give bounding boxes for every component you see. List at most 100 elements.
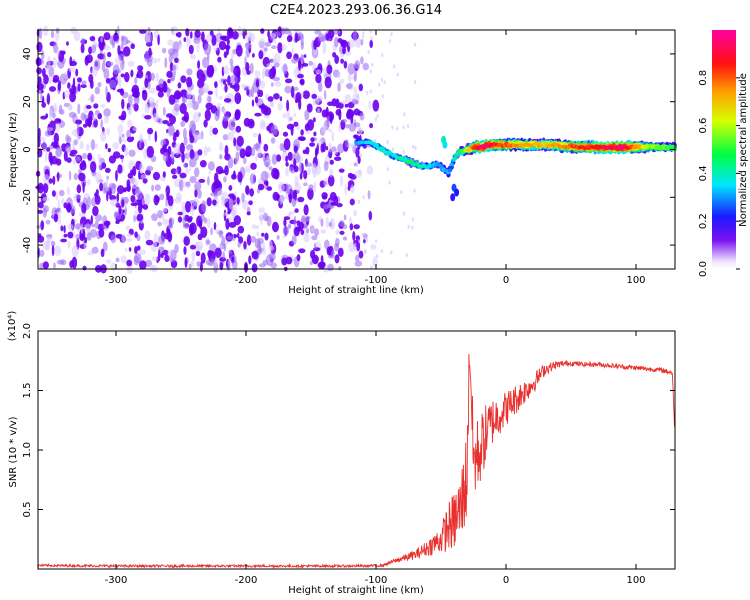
noise-blob bbox=[323, 161, 329, 172]
ridge-cell bbox=[452, 156, 457, 161]
noise-blob bbox=[186, 149, 190, 161]
noise-blob bbox=[275, 194, 280, 200]
x-tick-label: -200 bbox=[235, 275, 258, 286]
noise-blob bbox=[189, 157, 197, 168]
noise-blob bbox=[249, 32, 256, 42]
noise-blob bbox=[130, 43, 135, 50]
noise-blob bbox=[166, 191, 170, 201]
noise-blob bbox=[329, 159, 335, 165]
noise-blob bbox=[269, 240, 273, 251]
noise-blob bbox=[282, 234, 287, 239]
figure-title: C2E4.2023.293.06.36.G14 bbox=[270, 3, 442, 18]
noise-blob bbox=[183, 236, 190, 246]
noise-blob bbox=[308, 60, 314, 66]
noise-blob bbox=[386, 140, 389, 145]
noise-blob bbox=[164, 57, 168, 69]
x-tick-label: -100 bbox=[365, 275, 388, 286]
noise-blob bbox=[194, 181, 202, 191]
noise-blob bbox=[183, 246, 187, 255]
noise-blob bbox=[285, 161, 289, 167]
noise-blob bbox=[255, 155, 258, 161]
noise-blob bbox=[251, 224, 257, 229]
noise-blob bbox=[411, 225, 414, 230]
noise-blob bbox=[316, 107, 321, 114]
noise-blob bbox=[372, 256, 378, 268]
noise-blob bbox=[97, 153, 101, 162]
noise-blob bbox=[223, 176, 227, 183]
noise-blob bbox=[151, 213, 158, 222]
noise-blob bbox=[207, 250, 213, 258]
noise-blob bbox=[189, 54, 197, 60]
noise-blob bbox=[87, 196, 91, 208]
noise-blob bbox=[66, 202, 72, 213]
noise-blob bbox=[157, 210, 164, 219]
noise-blob bbox=[56, 206, 62, 217]
noise-blob bbox=[228, 221, 237, 228]
noise-blob bbox=[310, 137, 315, 143]
noise-blob bbox=[362, 233, 368, 239]
noise-blob bbox=[76, 184, 82, 194]
x-tick-label: 100 bbox=[626, 575, 645, 586]
noise-blob bbox=[99, 182, 104, 192]
noise-blob bbox=[226, 44, 230, 56]
noise-blob bbox=[338, 265, 342, 271]
noise-blob bbox=[347, 63, 355, 75]
noise-blob bbox=[195, 250, 201, 257]
noise-blob bbox=[167, 231, 173, 243]
noise-blob bbox=[134, 231, 138, 238]
noise-blob bbox=[151, 256, 158, 262]
noise-blob bbox=[308, 184, 314, 191]
noise-blob bbox=[40, 93, 43, 101]
noise-blob bbox=[218, 40, 227, 51]
noise-blob bbox=[221, 236, 226, 247]
noise-blob bbox=[306, 103, 313, 113]
noise-blob bbox=[120, 43, 124, 50]
noise-blob bbox=[323, 89, 327, 100]
noise-blob bbox=[65, 144, 72, 153]
noise-blob bbox=[157, 57, 161, 62]
noise-blob bbox=[349, 198, 355, 206]
noise-blob bbox=[169, 88, 172, 93]
noise-blob bbox=[42, 183, 49, 194]
noise-blob bbox=[106, 127, 110, 136]
noise-blob bbox=[273, 62, 280, 68]
noise-blob bbox=[153, 112, 159, 123]
noise-blob bbox=[208, 170, 212, 175]
noise-blob bbox=[94, 220, 99, 229]
noise-blob bbox=[339, 78, 345, 84]
noise-blob bbox=[210, 258, 215, 265]
noise-blob bbox=[230, 74, 238, 85]
noise-blob bbox=[245, 62, 250, 72]
noise-blob bbox=[184, 201, 192, 213]
noise-blob bbox=[271, 153, 278, 165]
x-tick-label: -100 bbox=[365, 575, 388, 586]
noise-blob bbox=[130, 69, 134, 78]
noise-blob bbox=[194, 167, 200, 178]
noise-blob bbox=[43, 25, 49, 37]
noise-blob bbox=[63, 225, 66, 234]
noise-blob bbox=[196, 189, 202, 199]
noise-blob bbox=[149, 72, 156, 81]
noise-blob bbox=[303, 182, 308, 187]
noise-blob bbox=[358, 127, 361, 132]
noise-blob bbox=[162, 144, 167, 151]
noise-blob bbox=[44, 130, 52, 137]
noise-blob bbox=[400, 190, 403, 195]
noise-blob bbox=[234, 109, 241, 119]
noise-blob bbox=[352, 231, 356, 241]
noise-blob bbox=[232, 260, 238, 270]
noise-blob bbox=[262, 247, 267, 256]
noise-blob bbox=[144, 77, 149, 88]
noise-blob bbox=[282, 131, 289, 137]
noise-blob bbox=[198, 178, 206, 183]
x-tick-label: 100 bbox=[626, 275, 645, 286]
noise-blob bbox=[36, 225, 42, 229]
ridge-spur bbox=[454, 188, 460, 197]
snr-panel: -300 -200 -100 0 100 0.5 1.0 1.5 2.0 Height of … bbox=[7, 311, 676, 596]
noise-blob bbox=[72, 140, 75, 151]
noise-blob bbox=[99, 39, 105, 51]
noise-blob bbox=[214, 110, 220, 122]
noise-blob bbox=[177, 216, 183, 223]
noise-blob bbox=[141, 86, 146, 91]
